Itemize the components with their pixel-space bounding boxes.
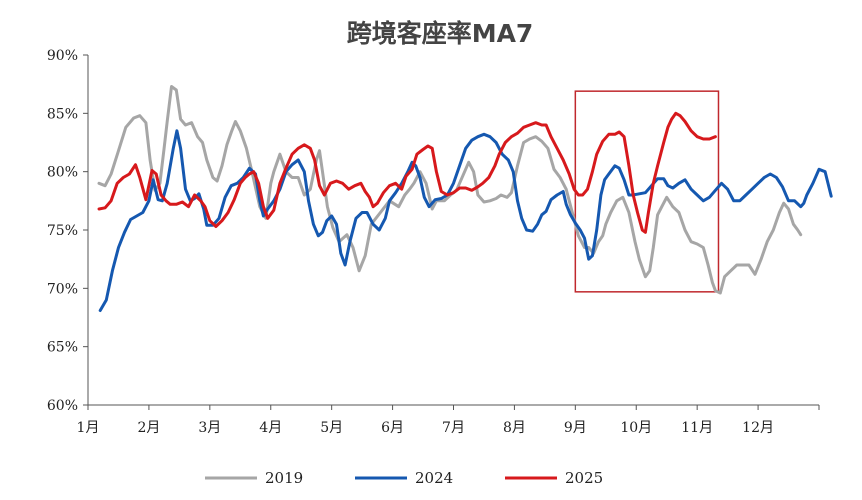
y-tick-label: 85%	[47, 106, 78, 122]
axes-layer: 60% 65% 70% 75% 80% 85% 90% 1月 2月 3月 4月 5月 6月 7月 8月 9月 1…	[47, 48, 820, 436]
x-tick-label: 10月	[620, 420, 652, 436]
y-tick-label: 75%	[47, 223, 78, 239]
x-tick-label: 8月	[503, 420, 526, 436]
legend-label-2024: 2024	[415, 469, 453, 487]
x-tick-label: 1月	[77, 420, 100, 436]
x-tick-label: 7月	[442, 420, 465, 436]
y-tick-label: 65%	[47, 340, 78, 356]
chart-title: 跨境客座率MA7	[347, 19, 534, 48]
y-tick-label: 90%	[47, 48, 78, 64]
legend-label-2019: 2019	[265, 469, 303, 487]
x-tick-label: 9月	[564, 420, 587, 436]
legend-label-2025: 2025	[565, 469, 603, 487]
series-line-2024	[98, 129, 833, 312]
legend: 2019 2024 2025	[205, 469, 603, 487]
x-tick-label: 5月	[320, 420, 343, 436]
y-tick-label: 70%	[47, 281, 78, 297]
y-tick-label: 80%	[47, 165, 78, 181]
x-tick-label: 12月	[742, 420, 774, 436]
x-tick-label: 2月	[137, 420, 160, 436]
x-tick-label: 4月	[259, 420, 282, 436]
x-tick-label: 6月	[381, 420, 404, 436]
y-tick-label: 60%	[47, 398, 78, 414]
series-line-2025	[97, 111, 717, 234]
series-layer	[97, 85, 833, 312]
x-tick-label: 3月	[198, 420, 221, 436]
x-tick-label: 11月	[681, 420, 713, 436]
